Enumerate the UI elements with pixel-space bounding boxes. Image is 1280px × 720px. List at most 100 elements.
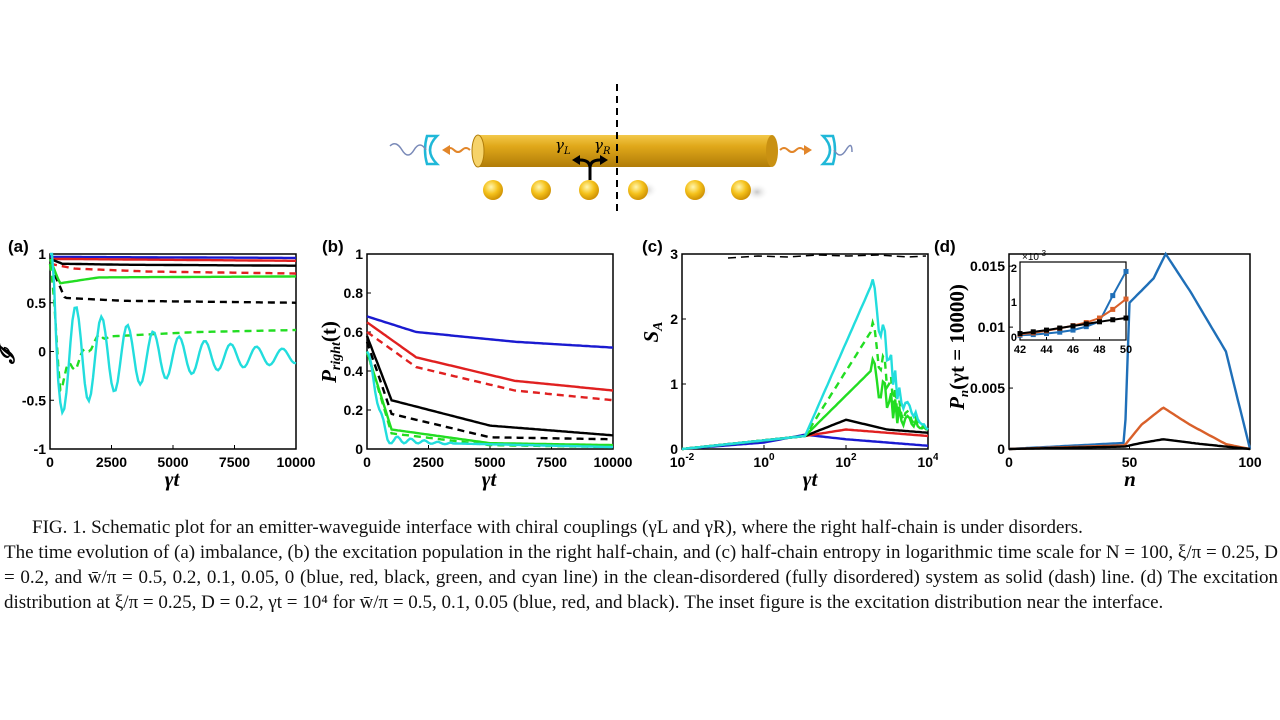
emitter [731, 180, 751, 200]
y-tick-label: -0.5 [22, 392, 46, 408]
series-line-2 [1009, 438, 1251, 451]
series-line-2 [366, 331, 614, 402]
y-tick-label: 0.015 [970, 258, 1005, 274]
y-tick-label: 0.8 [344, 285, 364, 301]
inset-x-tick: 44 [1040, 344, 1053, 356]
emitter [628, 180, 648, 200]
series-line-4 [48, 263, 297, 304]
left-detector-icon [423, 134, 441, 166]
x-tick-label: 0 [46, 454, 54, 470]
series-line-5 [681, 279, 929, 451]
series-line-0 [366, 315, 614, 349]
inset-marker [1110, 306, 1116, 312]
svg-text:γR: γR [594, 136, 611, 157]
y-tick-label: 0.4 [344, 363, 364, 379]
inset-marker [1097, 315, 1102, 321]
x-tick-label: 100 [753, 452, 775, 470]
y-tick-label: 0.005 [970, 380, 1005, 396]
inset-marker [1110, 317, 1116, 323]
coupling-arrows [576, 158, 604, 180]
axes-frame [681, 253, 929, 450]
y-tick-label: -1 [34, 441, 47, 457]
series-line-7 [365, 350, 614, 449]
inset-x-tick: 42 [1014, 344, 1026, 356]
series-line-6 [48, 263, 297, 395]
y-tick-label: 3 [670, 246, 678, 262]
series-line-2 [49, 262, 296, 275]
inset-marker [1070, 323, 1076, 329]
x-tick-label: 104 [917, 452, 938, 470]
panel-d-xlabel: n [1124, 467, 1136, 491]
emitter [531, 180, 551, 200]
inset-marker [1017, 331, 1023, 337]
series-line-1 [50, 257, 296, 262]
panel-b-axes: 1 0.8 0.6 0.4 0.2 00 2500 5000 7500 10000 [344, 246, 633, 470]
panel-b-ylabel: Pright(t) [318, 321, 344, 384]
series-line-0 [50, 255, 296, 260]
series-line-3 [365, 335, 614, 437]
panel-c-ylabel: SA [639, 321, 666, 342]
y-tick-label: 0 [670, 441, 678, 457]
inset-scale-label: ×10-3 [1022, 249, 1047, 263]
x-tick-label: 10000 [594, 454, 633, 470]
x-tick-label: 2500 [96, 454, 127, 470]
x-tick-label: 0 [363, 454, 371, 470]
inset-marker [1044, 331, 1049, 337]
x-tick-label: 100 [1238, 454, 1262, 470]
x-tick-label: 5000 [157, 454, 188, 470]
y-tick-label: 0.01 [978, 319, 1005, 335]
panel-c-label: (c) [642, 237, 663, 256]
inset-marker [1083, 321, 1089, 327]
panel-a-ylabel: 𝓘 [0, 342, 19, 365]
emitter [579, 180, 599, 200]
inset-marker [1083, 324, 1089, 330]
figure-caption: FIG. 1. Schematic plot for an emitter-wa… [4, 515, 1278, 615]
waveguide-tube [476, 135, 774, 167]
y-tick-label: 0 [355, 441, 363, 457]
panel-b-label: (b) [322, 237, 344, 256]
panel-d-inset: ×10-3 2 1 042 44 46 48 50 [1011, 249, 1132, 356]
x-tick-label: 50 [1122, 454, 1138, 470]
y-tick-label: 1 [670, 376, 678, 392]
emitter [685, 180, 705, 200]
y-tick-label: 1 [38, 246, 46, 262]
emitter [483, 180, 503, 200]
right-emission-arrow [779, 147, 805, 153]
series-line-5 [48, 258, 296, 285]
x-tick-label: 5000 [474, 454, 505, 470]
panel-a-label: (a) [8, 237, 29, 256]
inset-marker [1044, 327, 1049, 333]
panel-b: (b) 1 0.8 0.6 0.4 0.2 00 2500 5000 7500 10000 Pri… [318, 237, 633, 491]
y-tick-label: 0.5 [27, 295, 47, 311]
panel-d-axes: 0.015 0.01 0.005 00 50 100 [970, 251, 1262, 470]
y-tick-label: 0.2 [344, 402, 364, 418]
inset-x-tick: 50 [1120, 344, 1132, 356]
series-line-top [727, 254, 927, 259]
x-tick-label: 2500 [413, 454, 444, 470]
panel-d-label: (d) [934, 237, 956, 256]
inset-marker [1110, 293, 1116, 299]
panel-a-axes: 10.50-0.5-10 2500 5000 7500 10000 [22, 246, 316, 470]
waveguide-schematic: γL γR [389, 84, 853, 216]
x-tick-label: 0 [1005, 454, 1013, 470]
y-tick-label: 1 [355, 246, 363, 262]
series-line-1 [366, 321, 614, 392]
series-line-3 [49, 257, 296, 267]
series-line-1 [1008, 406, 1251, 451]
x-tick-label: 102 [835, 452, 857, 470]
inset-x-tick: 48 [1093, 344, 1105, 356]
inset-marker [1097, 319, 1102, 325]
panel-c: (c) 3 2 1 010-2 100 102 104 SA γt [639, 237, 938, 491]
svg-text:γL: γL [555, 136, 571, 157]
y-tick-label: 2 [670, 311, 678, 327]
x-tick-label: 10-2 [670, 452, 695, 470]
inset-y-tick: 1 [1011, 297, 1017, 309]
inset-marker [1123, 268, 1129, 274]
inset-marker [1057, 329, 1063, 335]
panel-d-ylabel: Pn(γt = 10000) [945, 284, 971, 411]
axes-frame [366, 253, 614, 450]
right-detector-icon [819, 134, 837, 166]
y-tick-label: 0 [997, 441, 1005, 457]
series-line-5 [365, 351, 613, 447]
